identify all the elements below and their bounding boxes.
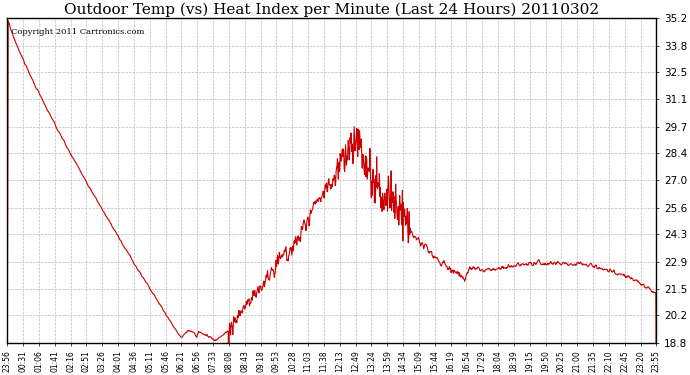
Title: Outdoor Temp (vs) Heat Index per Minute (Last 24 Hours) 20110302: Outdoor Temp (vs) Heat Index per Minute …	[64, 3, 600, 17]
Text: Copyright 2011 Cartronics.com: Copyright 2011 Cartronics.com	[10, 28, 144, 36]
